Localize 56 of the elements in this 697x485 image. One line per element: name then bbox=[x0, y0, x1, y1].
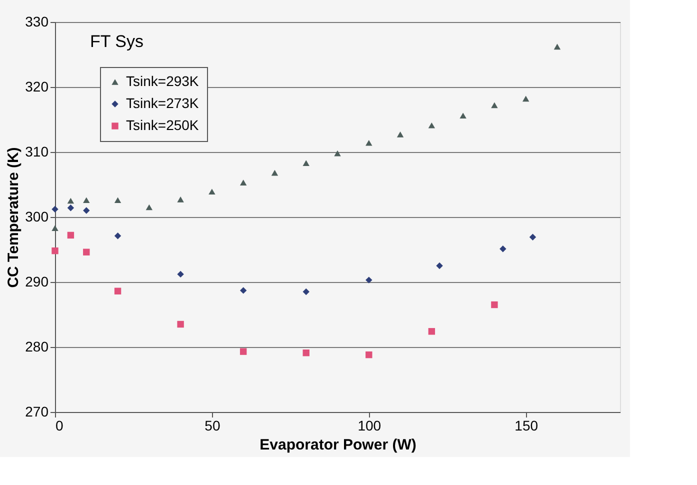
point bbox=[366, 140, 372, 146]
point bbox=[114, 288, 122, 294]
point bbox=[83, 197, 90, 204]
x-tick-label: 150 bbox=[514, 418, 538, 434]
point bbox=[491, 102, 498, 108]
y-axis-title: CC Temperature (K) bbox=[5, 147, 22, 288]
point bbox=[114, 232, 122, 240]
point bbox=[428, 328, 436, 335]
point bbox=[83, 248, 90, 256]
point bbox=[522, 96, 530, 102]
point bbox=[240, 180, 247, 186]
point bbox=[240, 287, 247, 294]
point bbox=[177, 320, 184, 328]
x-tick-label: 50 bbox=[204, 418, 220, 434]
point bbox=[396, 132, 404, 138]
point bbox=[177, 270, 184, 278]
point bbox=[271, 170, 278, 176]
point bbox=[302, 349, 310, 356]
point bbox=[67, 198, 74, 204]
point bbox=[208, 188, 216, 195]
point bbox=[500, 245, 506, 252]
point bbox=[67, 204, 74, 212]
point bbox=[83, 207, 90, 214]
y-tick-label: 290 bbox=[25, 274, 49, 290]
y-tick-label: 280 bbox=[25, 338, 49, 354]
point bbox=[529, 234, 536, 241]
y-tick-label: 270 bbox=[25, 404, 49, 420]
point bbox=[114, 197, 122, 204]
point bbox=[52, 247, 58, 254]
point bbox=[334, 150, 341, 156]
point bbox=[366, 351, 372, 358]
point bbox=[436, 262, 443, 270]
x-axis-title: Evaporator Power (W) bbox=[260, 436, 416, 454]
point bbox=[146, 204, 153, 210]
legend-label: Tsink=293K bbox=[126, 73, 200, 89]
point bbox=[240, 348, 247, 355]
point bbox=[52, 206, 58, 213]
point bbox=[52, 225, 58, 231]
x-tick-label: 0 bbox=[56, 418, 64, 434]
point bbox=[177, 196, 184, 202]
x-tick-label: 100 bbox=[358, 418, 382, 434]
point bbox=[491, 301, 498, 308]
point bbox=[554, 44, 561, 50]
y-tick-label: 310 bbox=[25, 144, 49, 160]
legend-label: Tsink=273K bbox=[126, 95, 200, 111]
point bbox=[428, 122, 436, 128]
y-tick-label: 300 bbox=[25, 208, 49, 224]
point bbox=[460, 112, 466, 119]
legend-label: Tsink=250K bbox=[126, 117, 200, 133]
point bbox=[302, 160, 310, 166]
annotation: FT Sys bbox=[90, 32, 144, 51]
y-tick-label: 320 bbox=[25, 78, 49, 94]
point bbox=[302, 288, 310, 296]
point bbox=[67, 232, 74, 239]
y-tick-label: 330 bbox=[25, 14, 49, 30]
point bbox=[366, 276, 372, 284]
